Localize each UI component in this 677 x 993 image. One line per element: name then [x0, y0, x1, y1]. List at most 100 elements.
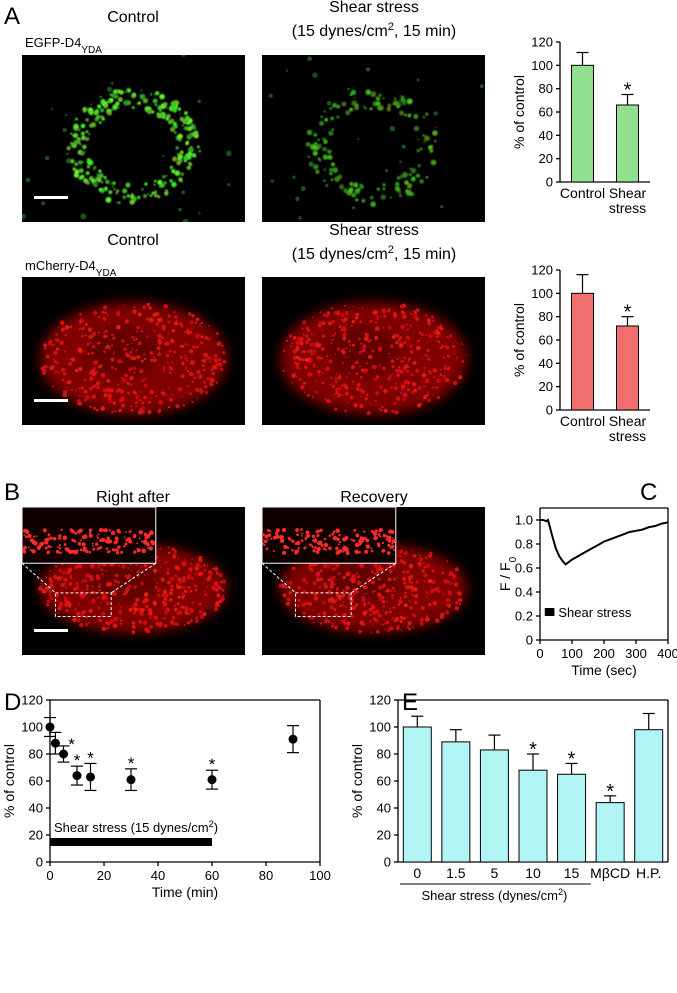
- fluorescence-spot: [345, 618, 347, 620]
- inset-spot: [150, 547, 154, 551]
- fluorescence-spot: [389, 356, 391, 358]
- fluorescence-spot: [295, 362, 300, 367]
- fluorescence-spot: [86, 342, 90, 346]
- fluorescence-spot: [288, 590, 292, 595]
- fluorescence-spot: [181, 55, 186, 57]
- fluorescence-spot: [297, 599, 301, 603]
- fluorescence-spot: [63, 582, 67, 586]
- inset-spot: [316, 529, 320, 533]
- y-tick-label: 40: [539, 356, 553, 371]
- fluorescence-spot: [131, 335, 135, 339]
- fluorescence-spot: [396, 373, 400, 377]
- fluorescence-spot: [170, 576, 175, 582]
- fluorescence-spot: [330, 376, 333, 380]
- fluorescence-spot: [323, 581, 328, 586]
- fluorescence-spot: [402, 392, 408, 398]
- y-axis-label-text: % of control: [1, 744, 17, 818]
- inset-spot: [44, 546, 48, 550]
- fluorescence-spot: [191, 327, 193, 330]
- fluorescence-spot: [64, 586, 68, 589]
- fluorescence-spot: [158, 317, 163, 323]
- fluorescence-spot: [446, 560, 449, 563]
- fluorescence-spot: [423, 367, 426, 370]
- fluorescence-spot: [415, 368, 419, 373]
- fluorescence-spot: [153, 329, 156, 332]
- fluorescence-spot: [371, 568, 373, 571]
- micrograph: [22, 507, 245, 655]
- fluorescence-spot: [133, 371, 136, 374]
- fluorescence-spot: [192, 345, 196, 349]
- fluorescence-spot: [362, 348, 366, 353]
- fluorescence-spot: [68, 582, 73, 586]
- inset-spot: [389, 546, 392, 549]
- stimulus-bar: [50, 838, 212, 846]
- significance-mark: *: [209, 755, 216, 774]
- fluorescence-spot: [66, 152, 69, 155]
- fluorescence-spot: [399, 95, 402, 97]
- fluorescence-spot: [158, 364, 160, 367]
- fluorescence-spot: [129, 194, 134, 199]
- fluorescence-spot: [393, 401, 397, 405]
- fluorescence-spot: [215, 574, 218, 576]
- fluorescence-spot: [323, 619, 328, 624]
- probe-label: EGFP-D4YDA: [25, 35, 102, 56]
- fluorescence-spot: [85, 615, 89, 619]
- inset-spot: [297, 547, 300, 550]
- fluorescence-spot: [185, 586, 188, 588]
- fluorescence-spot: [86, 164, 91, 169]
- fluorescence-spot: [443, 579, 448, 584]
- fluorescence-spot: [319, 577, 324, 581]
- fluorescence-spot: [133, 623, 136, 626]
- inset-spot: [44, 540, 49, 545]
- fluorescence-spot: [220, 580, 223, 584]
- fluorescence-spot: [117, 358, 122, 364]
- fluorescence-spot: [158, 348, 161, 351]
- inset-spot: [365, 544, 370, 549]
- fluorescence-spot: [403, 551, 408, 555]
- fluorescence-spot: [270, 179, 274, 183]
- group-label: Shear stress (dynes/cm2): [421, 887, 567, 903]
- fluorescence-spot: [199, 571, 204, 576]
- fluorescence-spot: [431, 387, 433, 389]
- fluorescence-spot: [425, 393, 429, 397]
- fluorescence-spot: [382, 326, 385, 329]
- fluorescence-spot: [208, 325, 210, 327]
- inset-spot: [270, 537, 273, 540]
- fluorescence-spot: [117, 388, 121, 392]
- inset-spot: [77, 529, 82, 534]
- fluorescence-spot: [116, 189, 120, 193]
- fluorescence-spot: [403, 616, 406, 619]
- fluorescence-spot: [216, 341, 222, 347]
- inset-spot: [115, 540, 119, 544]
- fluorescence-spot: [306, 129, 313, 136]
- fluorescence-spot: [318, 374, 321, 377]
- fluorescence-spot: [180, 324, 184, 328]
- fluorescence-spot: [396, 357, 399, 361]
- fluorescence-spot: [371, 349, 375, 353]
- inset-spot: [96, 535, 98, 537]
- fluorescence-spot: [148, 306, 152, 310]
- fluorescence-spot: [129, 355, 134, 360]
- fluorescence-spot: [331, 384, 336, 389]
- fluorescence-spot: [406, 369, 410, 374]
- fluorescence-spot: [74, 117, 78, 121]
- fluorescence-spot: [82, 178, 89, 184]
- fluorescence-spot: [302, 350, 306, 354]
- inset-spot: [335, 528, 340, 534]
- fluorescence-spot: [391, 335, 396, 339]
- fluorescence-spot: [398, 100, 401, 103]
- inset-spot: [77, 542, 82, 546]
- fluorescence-spot: [165, 599, 168, 602]
- fluorescence-spot: [181, 345, 185, 348]
- inset-spot: [372, 531, 378, 537]
- inset-spot: [391, 537, 394, 539]
- fluorescence-spot: [351, 578, 356, 584]
- y-tick-label: 20: [539, 151, 553, 166]
- fluorescence-spot: [76, 137, 81, 142]
- x-tick-label: 5: [490, 866, 499, 881]
- fluorescence-spot: [457, 591, 462, 596]
- fluorescence-spot: [160, 391, 163, 394]
- fluorescence-spot: [148, 400, 151, 404]
- fluorescence-spot: [165, 117, 170, 121]
- y-axis-label: F / F0: [497, 556, 519, 591]
